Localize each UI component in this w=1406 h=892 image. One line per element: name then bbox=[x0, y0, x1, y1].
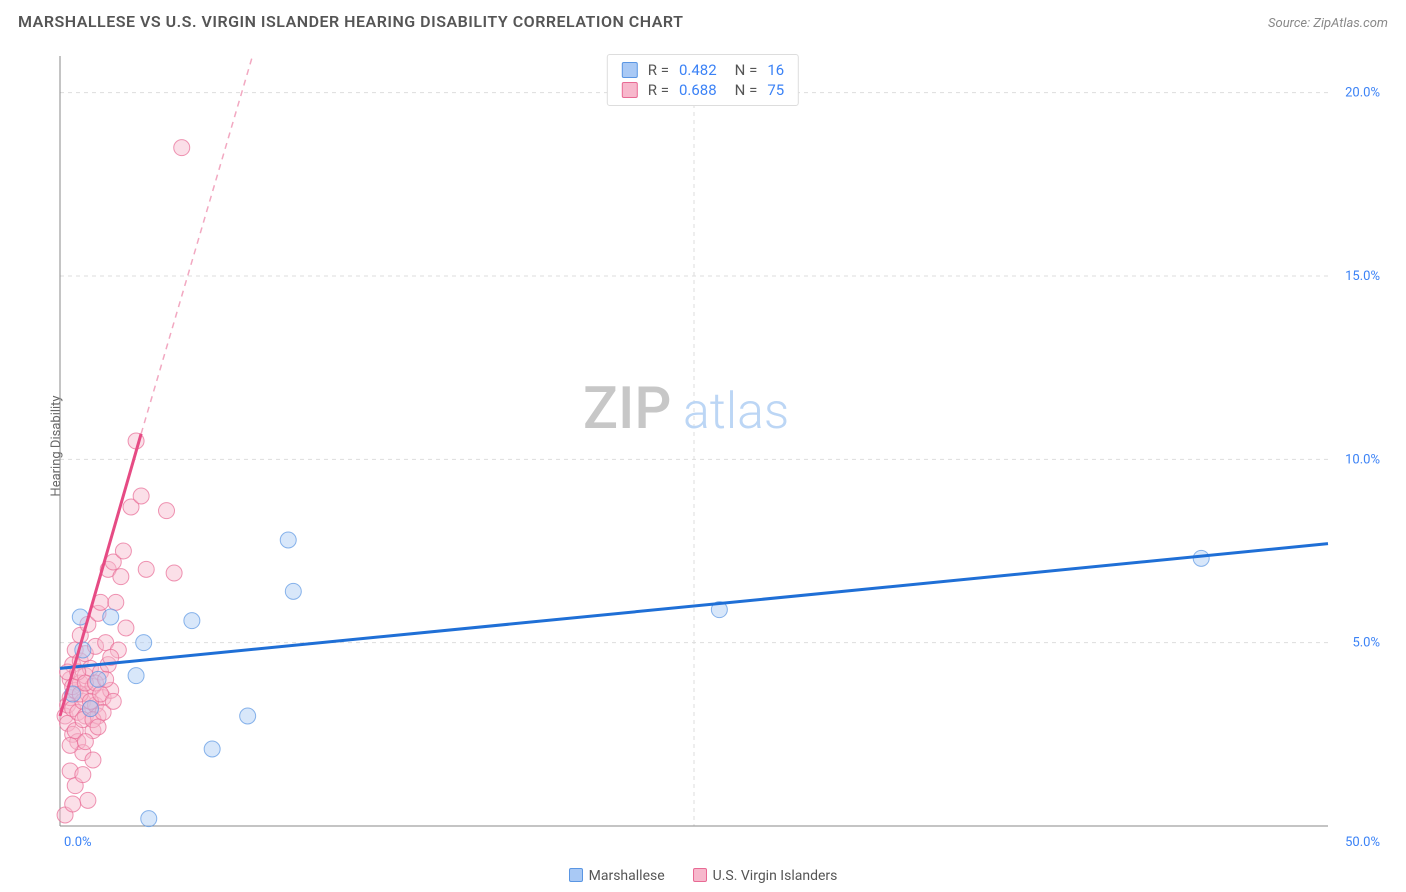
svg-text:10.0%: 10.0% bbox=[1345, 452, 1380, 467]
svg-text:5.0%: 5.0% bbox=[1352, 636, 1380, 651]
legend-swatch-icon bbox=[569, 868, 583, 882]
legend-r-label: R = bbox=[648, 61, 669, 79]
legend-r-label: R = bbox=[648, 81, 669, 99]
chart-title: MARSHALLESE VS U.S. VIRGIN ISLANDER HEAR… bbox=[18, 12, 683, 31]
svg-text:0.0%: 0.0% bbox=[64, 835, 92, 850]
legend-n-value-1: 75 bbox=[767, 81, 784, 99]
legend-label: U.S. Virgin Islanders bbox=[713, 868, 838, 884]
correlation-legend: R = 0.482 N = 16 R = 0.688 N = 75 bbox=[607, 54, 799, 106]
legend-swatch-marshallese bbox=[622, 62, 638, 78]
legend-item-marshallese: Marshallese bbox=[569, 868, 665, 884]
header: MARSHALLESE VS U.S. VIRGIN ISLANDER HEAR… bbox=[0, 0, 1406, 37]
legend-n-label: N = bbox=[735, 61, 758, 79]
scatter-chart: 5.0% 10.0% 15.0% 20.0% 0.0% 50.0% bbox=[50, 50, 1388, 852]
svg-text:15.0%: 15.0% bbox=[1345, 269, 1380, 284]
legend-r-value-0: 0.482 bbox=[679, 61, 717, 79]
legend-n-value-0: 16 bbox=[767, 61, 784, 79]
legend-swatch-icon bbox=[693, 868, 707, 882]
chart-container: MARSHALLESE VS U.S. VIRGIN ISLANDER HEAR… bbox=[0, 0, 1406, 892]
legend-item-usvi: U.S. Virgin Islanders bbox=[693, 868, 838, 884]
legend-swatch-usvi bbox=[622, 82, 638, 98]
legend-label: Marshallese bbox=[589, 868, 665, 884]
legend-n-label: N = bbox=[735, 81, 758, 99]
legend-row-usvi: R = 0.688 N = 75 bbox=[622, 81, 784, 99]
legend-row-marshallese: R = 0.482 N = 16 bbox=[622, 61, 784, 79]
chart-area: 5.0% 10.0% 15.0% 20.0% 0.0% 50.0% bbox=[50, 50, 1388, 852]
svg-text:50.0%: 50.0% bbox=[1345, 835, 1380, 850]
svg-text:20.0%: 20.0% bbox=[1345, 86, 1380, 101]
series-legend: Marshallese U.S. Virgin Islanders bbox=[0, 868, 1406, 884]
legend-r-value-1: 0.688 bbox=[679, 81, 717, 99]
source-label: Source: ZipAtlas.com bbox=[1268, 16, 1388, 31]
